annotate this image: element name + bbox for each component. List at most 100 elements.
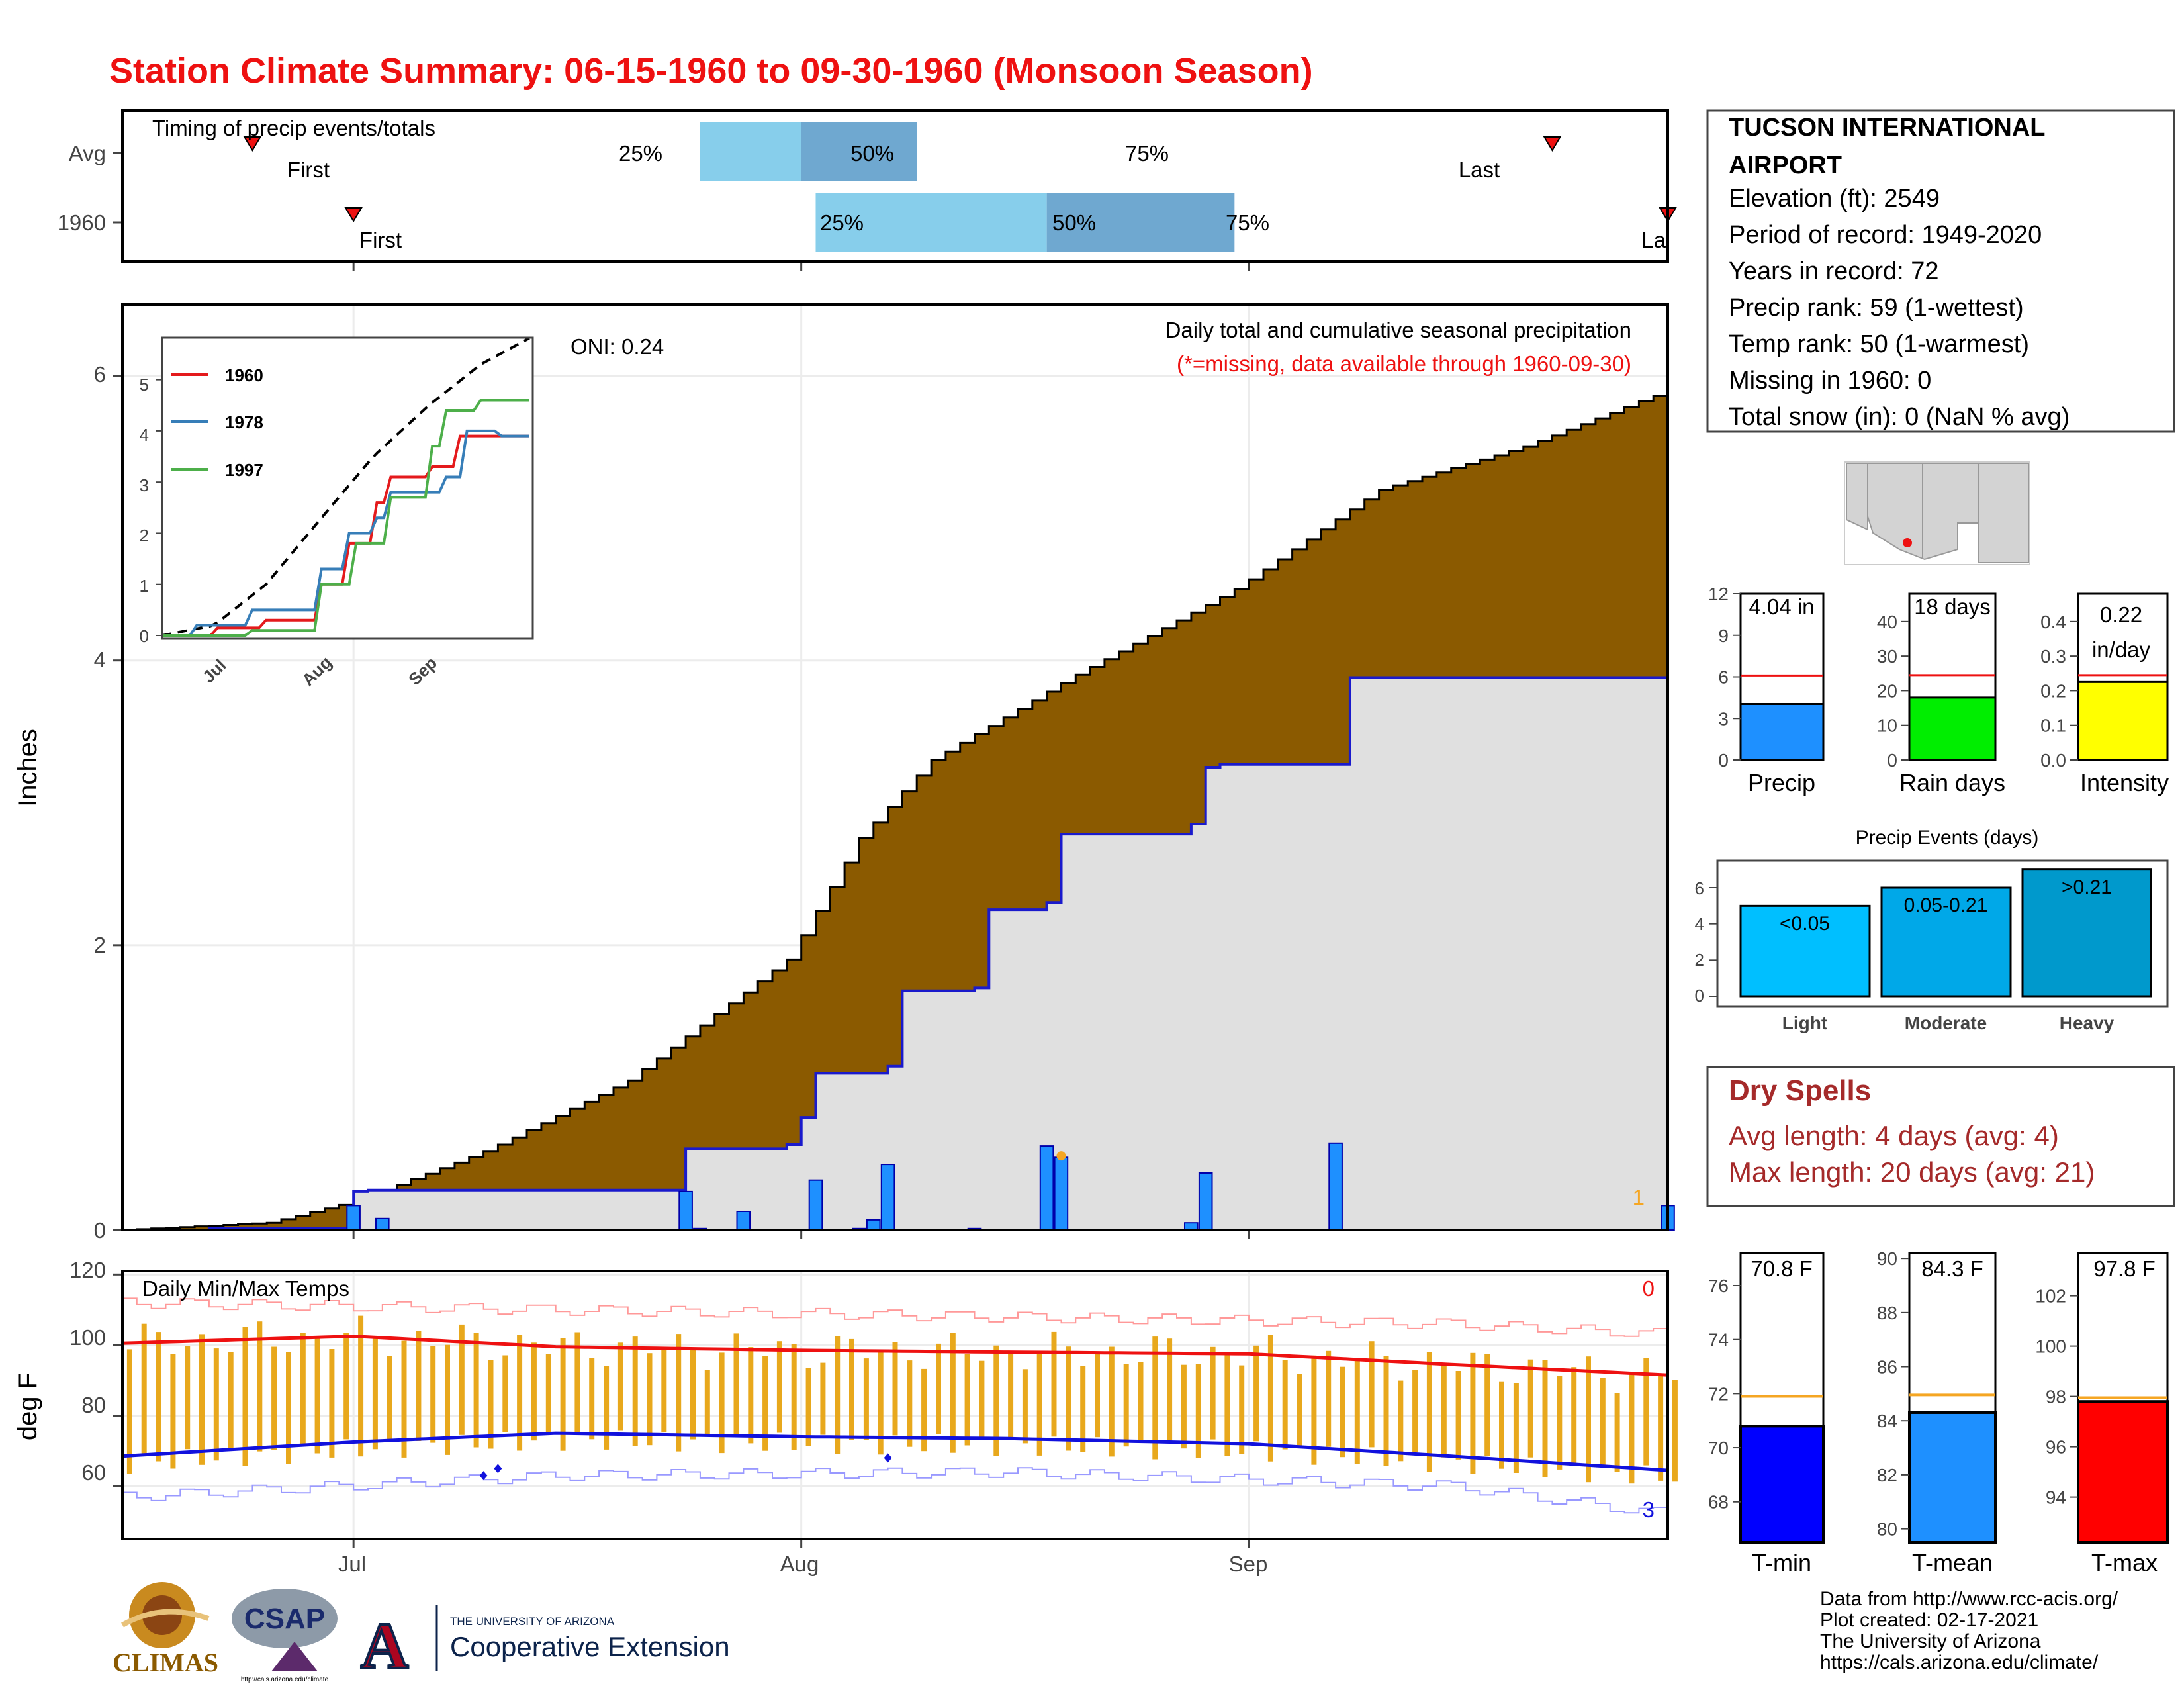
daily-temp-bar [1051,1331,1057,1437]
summary-tick-label-1-3: 30 [1877,646,1897,667]
daily-temp-bar [459,1324,465,1435]
daily-temp-bar [1282,1360,1288,1450]
events-y-tick-6: 6 [1695,878,1704,898]
inset-line-1978 [162,429,529,637]
daily-temp-bar [820,1362,826,1435]
daily-temp-bar [199,1334,205,1465]
ua-logo: A THE UNIVERSITY OF ARIZONA Cooperative … [359,1605,730,1684]
daily-temp-bar [892,1342,898,1436]
record-low-marker-0 [479,1471,488,1481]
daily-temp-bar [964,1354,970,1446]
daily-temp-bar [1398,1380,1404,1462]
timing-1960-first-label: First [359,228,402,252]
daily-temp-bar [228,1352,234,1448]
temp-x-tick-jul: Jul [338,1552,366,1576]
daily-temp-bar [1383,1356,1389,1466]
daily-precip-bar [1328,1142,1343,1231]
daily-temp-bar [676,1334,682,1452]
climas-wordmark: CLIMAS [113,1648,218,1677]
station-precip-rank: Precip rank: 59 (1-wettest) [1729,294,2024,322]
timing-row-avg-label: Avg [69,141,106,165]
inset-line-1960 [162,434,529,637]
summary-tick-label-0-4: 12 [1708,584,1729,604]
daily-temp-bar [1470,1352,1476,1474]
inset-x-tick-sep: Sep [404,653,441,689]
tmean-value-label: 84.3 F [1921,1256,1983,1281]
tempbar-tick-label-1-2: 84 [1877,1411,1897,1431]
tempbar-tick-label-0-1: 70 [1708,1438,1729,1458]
inset-legend-1997: 1997 [225,460,263,480]
daily-temp-bar [372,1336,378,1450]
precip-y-tick-6: 6 [94,362,106,387]
record-high-line [122,1297,1668,1337]
daily-temp-bar [1167,1338,1173,1442]
station-years: Years in record: 72 [1729,258,1939,285]
summary-tick-label-2-1: 0.1 [2040,716,2066,736]
inset-line-avg [161,337,530,637]
missing-note: (*=missing, data available through 1960-… [1177,352,1631,376]
daily-temp-bar [1008,1352,1014,1440]
daily-temp-bar [617,1342,623,1431]
daily-temp-bar [560,1338,566,1451]
precip-value-label: 4.04 in [1749,594,1814,619]
tmin-bar-label: T-min [1752,1549,1811,1576]
temp-y-tick-120: 120 [69,1258,106,1282]
daily-temp-bar [1672,1380,1678,1482]
timing-panel-label: Timing of precip events/totals [152,116,435,140]
inset-x-tick-aug: Aug [298,652,336,690]
daily-temp-bar [1369,1341,1375,1448]
climas-wave [120,1609,210,1628]
daily-temp-bar [314,1336,320,1454]
daily-temp-bar [849,1338,854,1440]
precip-y-tick-4: 4 [94,647,106,672]
station-elevation: Elevation (ft): 2549 [1729,185,1940,212]
daily-temp-bar [762,1356,768,1451]
station-snow: Total snow (in): 0 (NaN % avg) [1729,403,2070,431]
tempbar-tick-label-2-4: 102 [2035,1286,2066,1307]
precip-panel: 0 2 4 6 Inches ONI: 0.24 Daily total and… [13,303,1675,1243]
summary-bar-2 [2077,680,2169,761]
locator-map [1844,461,2030,565]
ua-small-text: THE UNIVERSITY OF ARIZONA [450,1615,615,1628]
record-low-line [122,1467,1668,1514]
climas-logo: CLIMAS [113,1582,218,1677]
summary-tick-label-2-0: 0.0 [2040,750,2066,771]
tmax-value-label: 97.8 F [2093,1256,2156,1281]
temp-x-tick-sep: Sep [1229,1552,1268,1576]
daily-temp-bar [445,1344,450,1455]
timing-Avg-q2-bar [801,122,917,181]
events-y-tick-2: 2 [1695,950,1704,970]
inset-y-tick-2: 2 [140,526,149,545]
daily-temp-bar [1629,1372,1635,1484]
inset-y-tick-1: 1 [140,576,149,596]
tempbar-bar-1 [1908,1411,1997,1544]
daily-temp-bar [1426,1352,1432,1472]
daily-temp-bar [1614,1393,1620,1472]
daily-temp-bar [791,1344,797,1450]
intensity-value-label: 0.22 [2100,602,2142,627]
tempbar-tick-label-1-5: 90 [1877,1248,1897,1269]
daily-temp-bar [993,1345,999,1456]
station-missing: Missing in 1960: 0 [1729,367,1931,395]
timing-1960-p25-label: 25% [820,211,864,235]
summary-tick-label-0-1: 3 [1718,708,1729,729]
record-low-count: 3 [1643,1497,1655,1522]
station-info: TUCSON INTERNATIONAL AIRPORT Elevation (… [1706,109,2175,433]
footer-data-source: Data from http://www.rcc-acis.org/ [1820,1588,2118,1610]
events-light-label: Light [1782,1013,1827,1033]
summary-tick-label-0-2: 6 [1718,667,1729,688]
daily-temp-bar [1138,1362,1144,1442]
summary-tick-label-0-0: 0 [1718,750,1729,771]
events-y-tick-0: 0 [1695,986,1704,1006]
timing-1960-p50-label: 50% [1052,211,1096,235]
summary-tick-label-2-3: 0.3 [2040,646,2066,667]
daily-temp-bar [704,1370,710,1437]
daily-temp-bar [1412,1370,1418,1452]
precip-bar-label: Precip [1748,769,1815,796]
footer-university: The University of Arizona [1820,1630,2041,1652]
daily-precip-bar [736,1211,751,1231]
tempbar-tick-label-0-0: 68 [1708,1492,1729,1513]
daily-temp-bar [430,1346,436,1443]
daily-temp-bar [358,1315,364,1457]
